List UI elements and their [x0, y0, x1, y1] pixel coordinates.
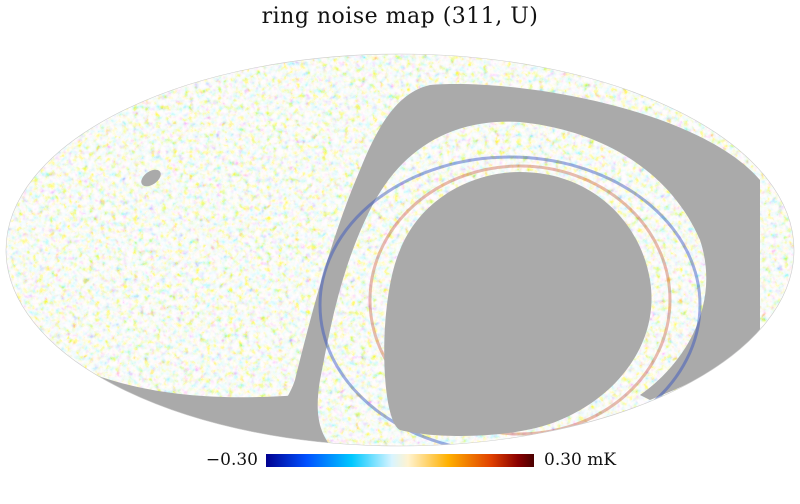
map-outline: [5, 53, 795, 447]
outer-band-mask: [250, 84, 760, 445]
ring-outer-stroke: [318, 155, 702, 446]
map-title: ring noise map (311, U): [261, 4, 539, 29]
colorbar-max-label: 0.30 mK: [544, 450, 617, 470]
inner-disk-mask: [384, 172, 652, 436]
colorbar-min-label: −0.30: [205, 450, 258, 470]
colorbar-gradient: [266, 454, 534, 467]
small-hole: [141, 169, 161, 187]
ring-inner-stroke: [368, 164, 672, 436]
sky-region: [6, 54, 794, 446]
